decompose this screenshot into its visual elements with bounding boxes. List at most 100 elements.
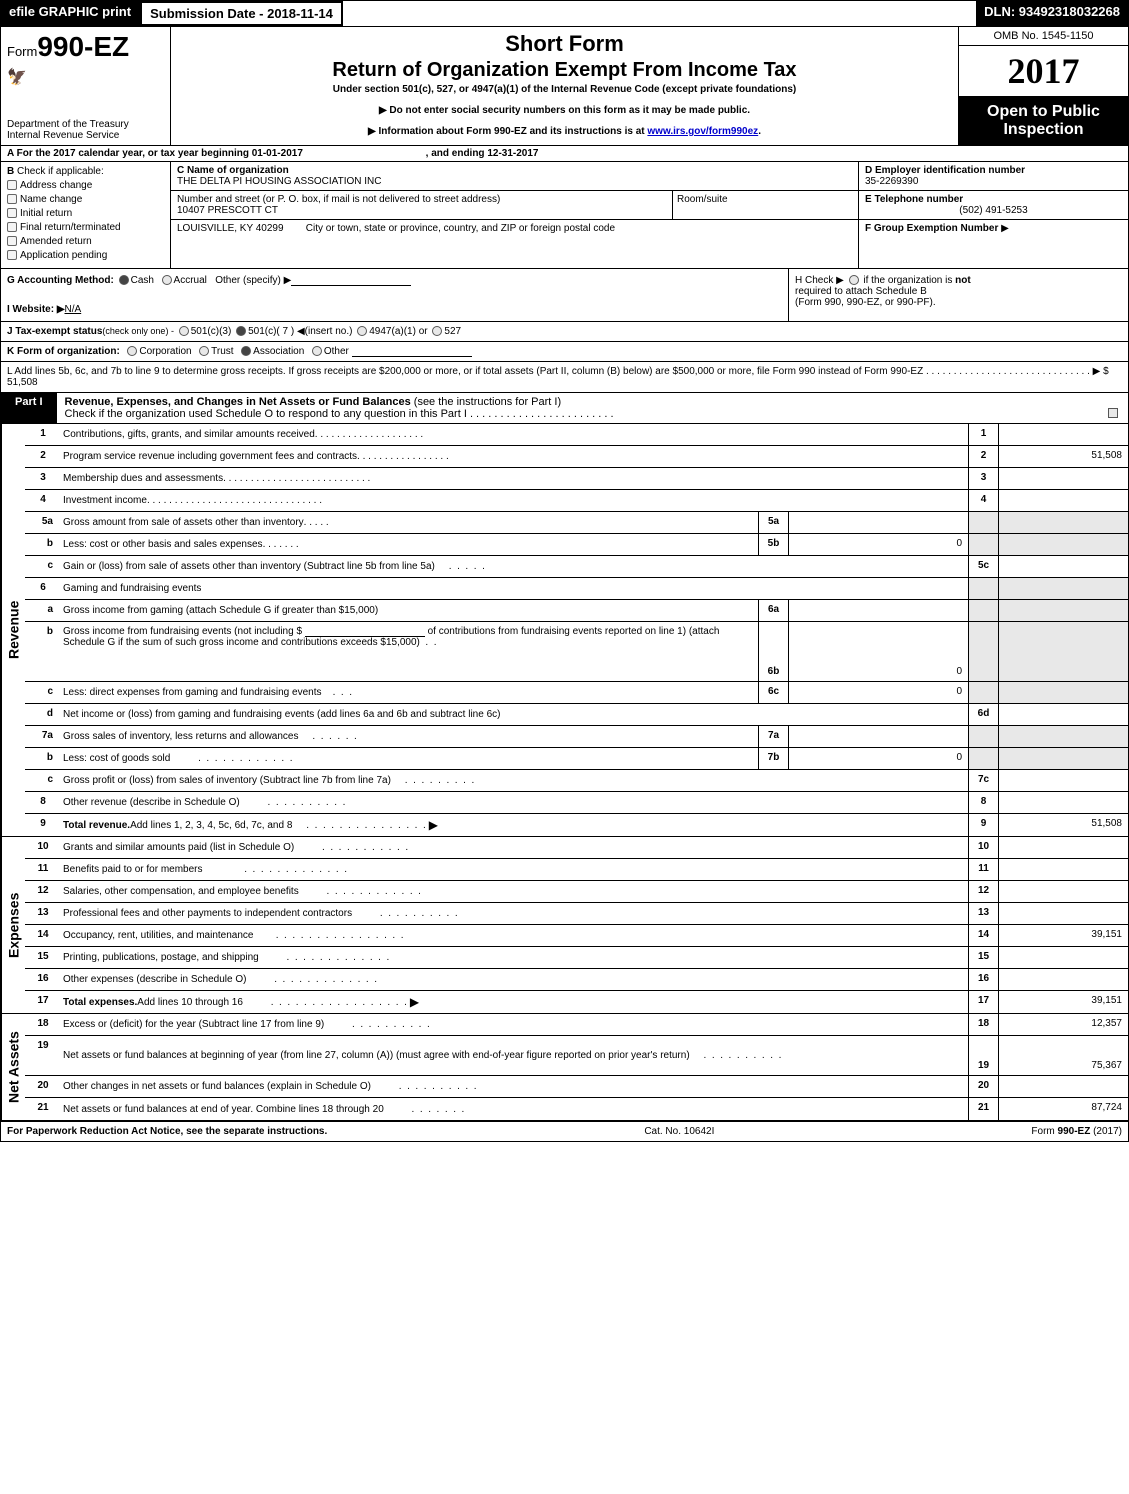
line-4: 4 Investment income . . . . . . . . . . … (25, 490, 1128, 512)
k-other-input[interactable] (352, 346, 472, 357)
line-16-val (998, 969, 1128, 990)
f-arrow-icon: ▶ (1001, 223, 1009, 234)
line-5c-desc: Gain or (loss) from sale of assets other… (61, 556, 968, 577)
line-6b-no: b (25, 622, 61, 681)
line-3-val (998, 468, 1128, 489)
dln-label: DLN: 93492318032268 (976, 1, 1128, 26)
part-i-title-suffix: (see the instructions for Part I) (414, 396, 561, 408)
h-not: not (955, 275, 971, 286)
c-street-row: Number and street (or P. O. box, if mail… (171, 191, 858, 220)
line-5b: b Less: cost or other basis and sales ex… (25, 534, 1128, 556)
k-corporation: Corporation (139, 346, 191, 357)
line-21-no: 21 (25, 1098, 61, 1120)
line-10-val (998, 837, 1128, 858)
radio-4947[interactable] (357, 326, 367, 336)
radio-trust[interactable] (199, 346, 209, 356)
line-11-val (998, 859, 1128, 880)
i-website: I Website: ▶N/A (7, 304, 782, 315)
chk-initial-return[interactable]: Initial return (7, 208, 164, 219)
line-7b-no: b (25, 748, 61, 769)
line-9-val: 51,508 (998, 814, 1128, 836)
chk-amended-return-label: Amended return (20, 236, 92, 247)
line-7a-desc: Gross sales of inventory, less returns a… (61, 726, 758, 747)
schedule-o-checkbox[interactable] (1108, 408, 1118, 418)
cash-label: Cash (131, 275, 154, 286)
section-def: D Employer identification number 35-2269… (858, 162, 1128, 268)
line-6a-no: a (25, 600, 61, 621)
chk-address-change[interactable]: Address change (7, 180, 164, 191)
line-12-desc: Salaries, other compensation, and employ… (61, 881, 968, 902)
revenue-section: Revenue 1 Contributions, gifts, grants, … (1, 424, 1128, 837)
city-value: LOUISVILLE, KY 40299 (177, 223, 284, 234)
line-7c: c Gross profit or (loss) from sales of i… (25, 770, 1128, 792)
omb-number: OMB No. 1545-1150 (959, 27, 1128, 46)
line-4-no: 4 (25, 490, 61, 511)
c-street-cell: Number and street (or P. O. box, if mail… (177, 194, 672, 216)
efile-print-button[interactable]: efile GRAPHIC print (1, 1, 140, 26)
radio-accrual[interactable] (162, 275, 172, 285)
line-21: 21 Net assets or fund balances at end of… (25, 1098, 1128, 1120)
c-city-cell: LOUISVILLE, KY 40299 City or town, state… (177, 223, 852, 234)
radio-other-org[interactable] (312, 346, 322, 356)
c-name-cell: C Name of organization THE DELTA PI HOUS… (177, 165, 852, 187)
line-8-no: 8 (25, 792, 61, 813)
section-b: B Check if applicable: Address change Na… (1, 162, 171, 268)
radio-cash[interactable] (119, 275, 129, 285)
j-insert-no: ◀(insert no.) (297, 326, 352, 337)
line-14: 14 Occupancy, rent, utilities, and maint… (25, 925, 1128, 947)
form-990ez-page: efile GRAPHIC print Submission Date - 20… (0, 0, 1129, 1142)
h-checkbox[interactable] (849, 275, 859, 285)
other-specify-input[interactable] (291, 275, 411, 286)
ssn-note: ▶ Do not enter social security numbers o… (177, 105, 952, 116)
line-6b-mbox: 6b (758, 622, 788, 681)
line-20: 20 Other changes in net assets or fund b… (25, 1076, 1128, 1098)
line-3: 3 Membership dues and assessments . . . … (25, 468, 1128, 490)
form-number-value: 990-EZ (37, 31, 129, 62)
radio-association[interactable] (241, 346, 251, 356)
radio-corporation[interactable] (127, 346, 137, 356)
line-2: 2 Program service revenue including gove… (25, 446, 1128, 468)
line-20-val (998, 1076, 1128, 1097)
line-8-desc: Other revenue (describe in Schedule O) .… (61, 792, 968, 813)
line-11: 11 Benefits paid to or for members . . .… (25, 859, 1128, 881)
website-value: N/A (65, 304, 82, 315)
line-6d-box: 6d (968, 704, 998, 725)
h-text1: H Check ▶ (795, 275, 844, 286)
line-6b-desc-pre: Gross income from fundraising events (no… (63, 626, 305, 637)
line-21-box: 21 (968, 1098, 998, 1120)
chk-final-return-label: Final return/terminated (20, 222, 121, 233)
line-6d-desc: Net income or (loss) from gaming and fun… (61, 704, 968, 725)
line-7a-rshade2 (998, 726, 1128, 747)
line-6a-mval (788, 600, 968, 621)
line-6-desc: Gaming and fundraising events (61, 578, 968, 599)
line-6a: a Gross income from gaming (attach Sched… (25, 600, 1128, 622)
street-value: 10407 PRESCOTT CT (177, 205, 278, 216)
radio-501c3[interactable] (179, 326, 189, 336)
line-19-no: 19 (25, 1036, 61, 1075)
radio-527[interactable] (432, 326, 442, 336)
row-k: K Form of organization: Corporation Trus… (1, 342, 1128, 362)
irs-link[interactable]: www.irs.gov/form990ez (647, 126, 758, 137)
line-19-desc: Net assets or fund balances at beginning… (61, 1036, 968, 1075)
part-i-title: Revenue, Expenses, and Changes in Net As… (57, 393, 1128, 423)
line-14-box: 14 (968, 925, 998, 946)
line-7a-mval (788, 726, 968, 747)
line-6b-amount-input[interactable] (305, 626, 425, 637)
chk-amended-return[interactable]: Amended return (7, 236, 164, 247)
chk-application-pending[interactable]: Application pending (7, 250, 164, 261)
info-block: B Check if applicable: Address change Na… (1, 161, 1128, 269)
c-name-row: C Name of organization THE DELTA PI HOUS… (171, 162, 858, 191)
line-17: 17 Total expenses. Add lines 10 through … (25, 991, 1128, 1013)
chk-name-change[interactable]: Name change (7, 194, 164, 205)
room-suite-label: Room/suite (677, 194, 728, 205)
radio-501c[interactable] (236, 326, 246, 336)
line-20-no: 20 (25, 1076, 61, 1097)
line-5c-no: c (25, 556, 61, 577)
row-j: J Tax-exempt status(check only one) - 50… (1, 322, 1128, 342)
chk-final-return[interactable]: Final return/terminated (7, 222, 164, 233)
line-6b-rshade2 (998, 622, 1128, 681)
dept-treasury: Department of the Treasury (7, 119, 129, 130)
e-label: E Telephone number (865, 194, 963, 205)
org-name: THE DELTA PI HOUSING ASSOCIATION INC (177, 176, 381, 187)
line-18-desc: Excess or (deficit) for the year (Subtra… (61, 1014, 968, 1035)
